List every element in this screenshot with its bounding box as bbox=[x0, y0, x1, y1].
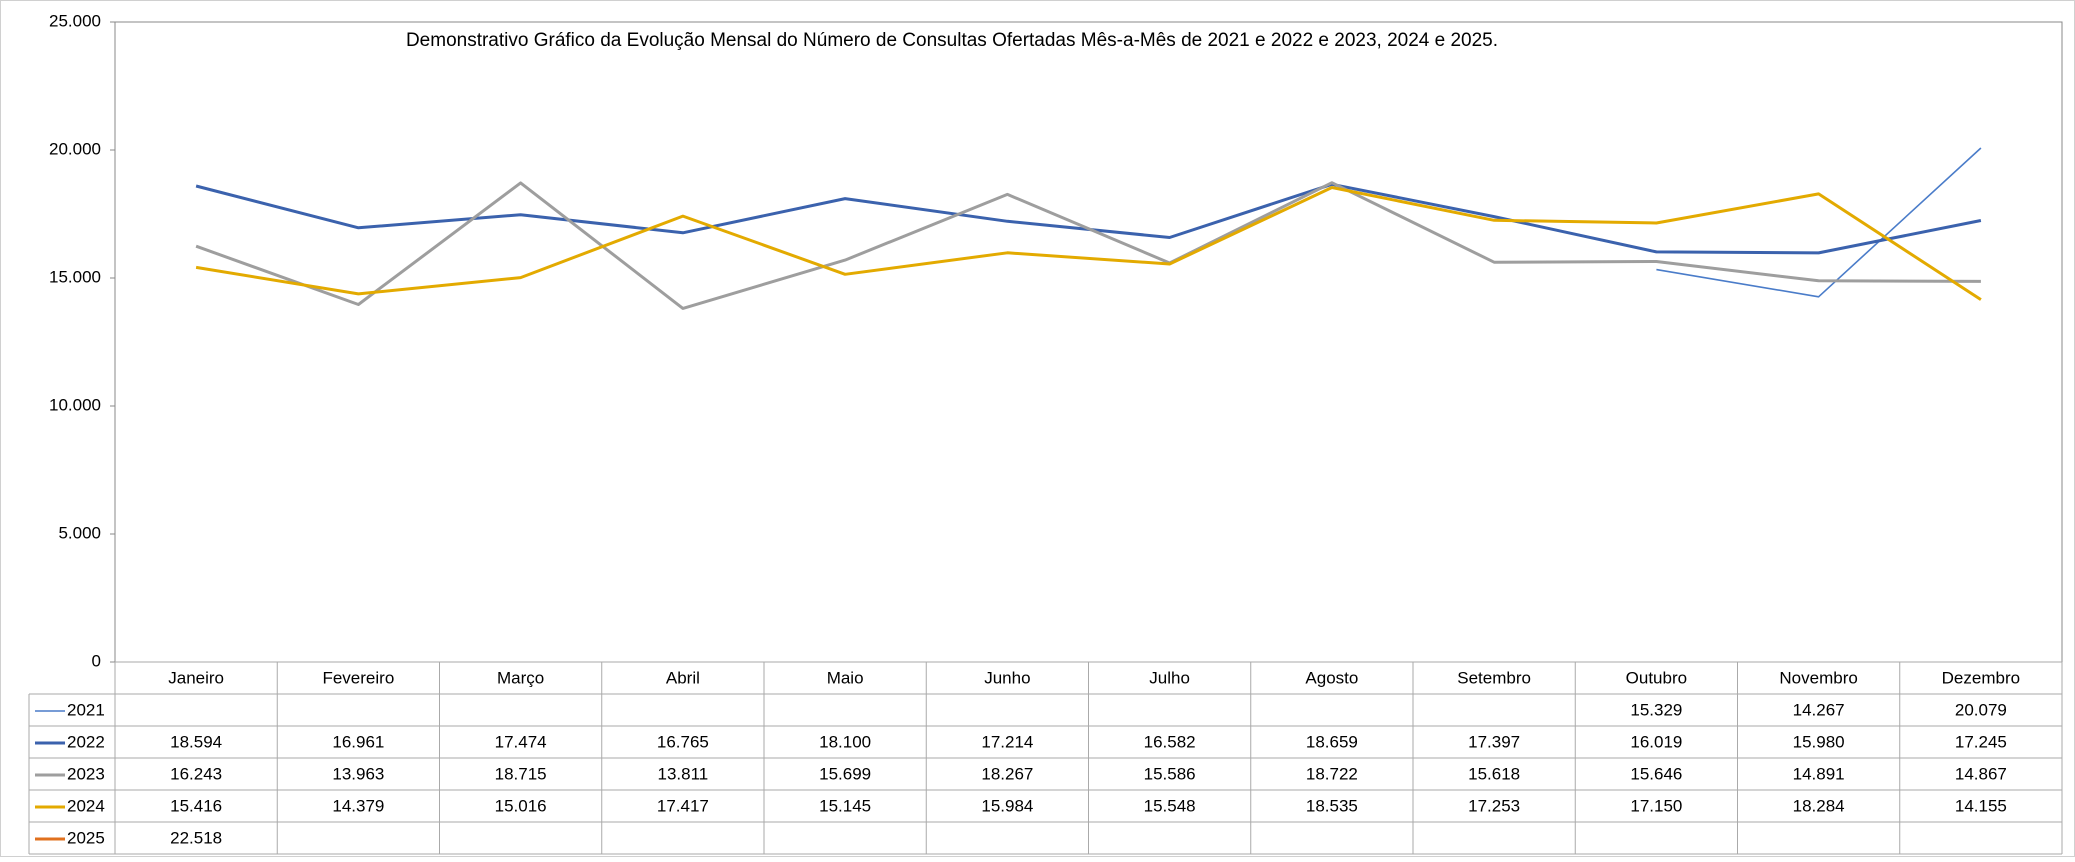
table-value: 18.100 bbox=[819, 732, 871, 751]
table-value: 22.518 bbox=[170, 828, 222, 847]
table-value: 15.699 bbox=[819, 764, 871, 783]
y-tick-label: 25.000 bbox=[49, 11, 101, 30]
table-value: 14.379 bbox=[332, 796, 384, 815]
table-value: 16.765 bbox=[657, 732, 709, 751]
y-tick-label: 15.000 bbox=[49, 267, 101, 286]
table-value: 18.267 bbox=[981, 764, 1033, 783]
table-value: 16.961 bbox=[332, 732, 384, 751]
legend-label: 2022 bbox=[67, 732, 105, 751]
table-value: 18.594 bbox=[170, 732, 222, 751]
legend-label: 2021 bbox=[67, 700, 105, 719]
table-value: 18.659 bbox=[1306, 732, 1358, 751]
table-value: 17.253 bbox=[1468, 796, 1520, 815]
table-value: 18.715 bbox=[495, 764, 547, 783]
table-value: 14.891 bbox=[1793, 764, 1845, 783]
y-tick-label: 20.000 bbox=[49, 139, 101, 158]
x-tick-label: Março bbox=[497, 668, 544, 687]
table-value: 17.214 bbox=[981, 732, 1033, 751]
x-tick-label: Janeiro bbox=[168, 668, 224, 687]
table-value: 15.586 bbox=[1144, 764, 1196, 783]
x-tick-label: Abril bbox=[666, 668, 700, 687]
x-tick-label: Junho bbox=[984, 668, 1030, 687]
chart-title: Demonstrativo Gráfico da Evolução Mensal… bbox=[406, 30, 1498, 51]
x-tick-label: Fevereiro bbox=[322, 668, 394, 687]
table-value: 17.397 bbox=[1468, 732, 1520, 751]
table-value: 15.618 bbox=[1468, 764, 1520, 783]
table-value: 15.548 bbox=[1144, 796, 1196, 815]
table-value: 15.980 bbox=[1793, 732, 1845, 751]
table-value: 17.474 bbox=[495, 732, 547, 751]
table-value: 18.535 bbox=[1306, 796, 1358, 815]
x-tick-label: Dezembro bbox=[1942, 668, 2020, 687]
table-value: 20.079 bbox=[1955, 700, 2007, 719]
table-value: 13.963 bbox=[332, 764, 384, 783]
x-tick-label: Setembro bbox=[1457, 668, 1531, 687]
legend-label: 2023 bbox=[67, 764, 105, 783]
table-value: 16.582 bbox=[1144, 732, 1196, 751]
table-value: 18.284 bbox=[1793, 796, 1845, 815]
y-tick-label: 0 bbox=[92, 651, 101, 670]
table-value: 17.245 bbox=[1955, 732, 2007, 751]
series-line bbox=[1656, 147, 1982, 298]
legend-label: 2024 bbox=[67, 796, 105, 815]
table-value: 17.417 bbox=[657, 796, 709, 815]
y-tick-label: 5.000 bbox=[58, 523, 101, 542]
y-tick-label: 10.000 bbox=[49, 395, 101, 414]
table-value: 13.811 bbox=[658, 764, 709, 783]
table-value: 15.416 bbox=[170, 796, 222, 815]
series-line bbox=[195, 186, 1982, 301]
x-tick-label: Outubro bbox=[1626, 668, 1687, 687]
table-value: 15.145 bbox=[819, 796, 871, 815]
table-value: 15.984 bbox=[981, 796, 1033, 815]
series-line bbox=[195, 181, 1981, 310]
table-value: 14.867 bbox=[1955, 764, 2007, 783]
table-value: 16.243 bbox=[170, 764, 222, 783]
x-tick-label: Julho bbox=[1149, 668, 1190, 687]
x-tick-label: Novembro bbox=[1779, 668, 1857, 687]
table-value: 16.019 bbox=[1630, 732, 1682, 751]
x-tick-label: Maio bbox=[827, 668, 864, 687]
table-value: 18.722 bbox=[1306, 764, 1358, 783]
x-tick-label: Agosto bbox=[1305, 668, 1358, 687]
legend-label: 2025 bbox=[67, 828, 105, 847]
table-value: 15.329 bbox=[1630, 700, 1682, 719]
table-value: 17.150 bbox=[1630, 796, 1682, 815]
table-value: 14.155 bbox=[1955, 796, 2007, 815]
table-value: 15.016 bbox=[495, 796, 547, 815]
table-value: 15.646 bbox=[1630, 764, 1682, 783]
table-value: 14.267 bbox=[1793, 700, 1845, 719]
